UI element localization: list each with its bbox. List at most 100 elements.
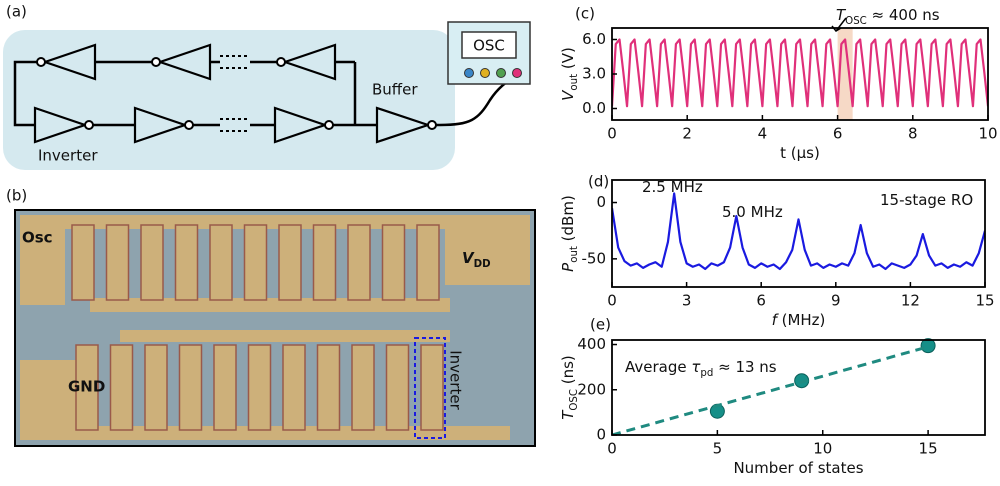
x-tick-label: 8	[908, 125, 918, 143]
annotation-part: Average	[625, 358, 691, 376]
y-axis-label-part: out	[569, 246, 580, 263]
panel-label: (b)	[6, 187, 27, 205]
annotation: Average τpd ≈ 13 ns	[625, 358, 777, 379]
y-tick-label: 400	[577, 335, 606, 353]
inverter-symbol	[273, 106, 329, 144]
annotation-part: 2.5 MHz	[642, 178, 703, 196]
vdd-label: VDD	[462, 249, 491, 270]
panel-label: (c)	[575, 5, 595, 23]
electrode	[75, 344, 99, 431]
oscilloscope-port	[496, 68, 506, 78]
y-tick-label: 200	[577, 380, 606, 398]
x-tick-label: 2	[682, 125, 692, 143]
x-axis-label: t (μs)	[780, 144, 820, 162]
buffer-symbol-bubble	[427, 120, 437, 130]
x-axis-label-part: f	[772, 311, 780, 329]
x-tick-label: 0	[607, 125, 617, 143]
electrode	[178, 344, 203, 431]
y-axis-label-part: OSC	[569, 389, 580, 411]
plot-frame	[611, 339, 986, 436]
data-point	[920, 338, 936, 354]
electrode	[420, 344, 444, 431]
y-axis-label: Vout (V)	[559, 47, 580, 101]
electrode	[109, 344, 134, 431]
oscilloscope-screen	[461, 31, 517, 59]
x-tick-label: 10	[978, 125, 997, 143]
x-tick-label: 9	[831, 292, 841, 310]
osc-pad-label: Osc	[22, 229, 53, 247]
electrode	[105, 224, 130, 301]
electrode	[282, 344, 306, 431]
series-line	[612, 192, 985, 271]
buffer-label: Buffer	[372, 81, 418, 99]
x-axis-label: f (MHz)	[772, 311, 826, 329]
electrode	[351, 344, 375, 431]
gnd-label: GND	[68, 378, 105, 396]
inverter-symbol-bubble	[184, 120, 194, 130]
electrode	[347, 224, 371, 301]
annotation-part: OSC	[845, 16, 867, 27]
metal-pad	[20, 215, 65, 305]
annotation-part: pd	[700, 368, 713, 379]
y-tick-label: 0.0	[582, 99, 606, 117]
x-axis-label-part: Number of states	[733, 459, 863, 477]
annotation-part: ≈ 13 ns	[713, 358, 776, 376]
y-axis-label-part: T	[559, 409, 577, 420]
x-tick-label: 3	[682, 292, 692, 310]
annotation: TOSC ≈ 400 ns	[836, 6, 940, 27]
y-axis-label-part: (ns)	[559, 355, 577, 389]
inverter-symbol	[156, 43, 212, 81]
inverter-symbol	[133, 106, 189, 144]
inverter-symbol-bubble	[84, 120, 94, 130]
oscilloscope-port	[464, 68, 474, 78]
inverter-symbol	[33, 106, 89, 144]
inverter-label: Inverter	[38, 147, 98, 165]
y-tick-label: -50	[582, 249, 607, 267]
panel-label: (a)	[6, 3, 27, 21]
annotation: 2.5 MHz	[642, 178, 703, 196]
electrode	[209, 224, 233, 301]
electrode	[416, 224, 440, 301]
inverter-symbol	[41, 43, 97, 81]
inverter-symbol	[281, 43, 337, 81]
x-tick-label: 6	[833, 125, 843, 143]
inverter-symbol-bubble	[151, 57, 161, 67]
electrode	[381, 224, 406, 301]
electrode	[247, 344, 272, 431]
x-tick-label: 0	[607, 292, 617, 310]
series-line	[612, 38, 988, 108]
annotation: 15-stage RO	[880, 191, 973, 209]
y-tick-label: 0	[596, 426, 606, 444]
x-tick-label: 0	[607, 440, 617, 458]
vdd-label-part: V	[462, 249, 475, 267]
x-tick-label: 5	[713, 440, 723, 458]
ellipsis-gap	[220, 54, 250, 70]
annotation-arrowhead	[831, 25, 842, 32]
y-axis-label-part: P	[559, 262, 577, 272]
diagram-background	[3, 30, 455, 170]
y-axis-label-part: V	[559, 89, 577, 101]
oscilloscope-port	[512, 68, 522, 78]
y-axis-label-part: out	[569, 74, 580, 91]
inverter-symbol-bubble	[324, 120, 334, 130]
x-tick-label: 10	[813, 440, 832, 458]
oscilloscope-label: OSC	[473, 37, 505, 55]
series-line	[612, 345, 929, 435]
annotation-arrow	[835, 17, 847, 32]
oscilloscope-port	[480, 68, 490, 78]
inverter-symbol-bubble	[36, 57, 46, 67]
buffer-symbol	[375, 106, 432, 144]
electrode	[213, 344, 237, 431]
x-axis-label-part: (MHz)	[777, 311, 826, 329]
metal-rail	[120, 330, 450, 342]
electrode	[144, 344, 168, 431]
y-axis-label-part: (V)	[559, 47, 577, 74]
inverter-highlight	[414, 337, 446, 439]
annotation-part: ≈ 400 ns	[867, 6, 940, 24]
electrode	[174, 224, 199, 301]
annotation: 5.0 MHz	[722, 203, 783, 221]
annotation-part: 15-stage RO	[880, 191, 973, 209]
x-axis-label: Number of states	[733, 459, 863, 477]
inverter-photo-label: Inverter	[447, 350, 465, 410]
